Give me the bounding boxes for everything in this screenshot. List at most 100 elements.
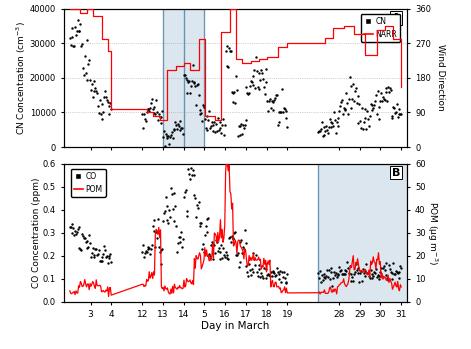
Point xyxy=(220,252,227,258)
Point xyxy=(162,131,170,136)
Point xyxy=(371,98,379,104)
Point xyxy=(327,269,334,275)
Point xyxy=(173,126,181,132)
Point xyxy=(362,106,369,112)
Point xyxy=(389,277,396,282)
Point xyxy=(99,110,107,115)
Point xyxy=(166,215,174,220)
Point xyxy=(188,78,195,83)
Point xyxy=(164,217,171,222)
Point xyxy=(190,172,197,178)
Point xyxy=(376,99,384,104)
Point xyxy=(207,242,215,247)
Point xyxy=(390,260,397,266)
Point xyxy=(148,96,155,102)
Point xyxy=(349,97,356,102)
Point xyxy=(334,116,342,121)
Point xyxy=(71,228,79,233)
Point xyxy=(184,213,191,218)
Point xyxy=(192,214,200,220)
Point xyxy=(200,104,208,110)
Point xyxy=(253,69,260,74)
Point xyxy=(197,107,204,113)
Point xyxy=(389,113,396,119)
Point xyxy=(373,111,381,117)
Point xyxy=(280,269,288,274)
Point xyxy=(185,166,192,172)
Point xyxy=(84,61,92,67)
Point xyxy=(353,101,360,106)
Point xyxy=(210,256,217,261)
Point xyxy=(351,269,359,275)
Point xyxy=(94,103,102,109)
Point xyxy=(244,91,252,97)
Point xyxy=(171,119,179,124)
Point xyxy=(161,208,169,214)
Point xyxy=(66,35,73,41)
Point xyxy=(164,135,171,140)
Point xyxy=(325,268,333,273)
Point xyxy=(275,120,283,125)
Legend: CN, NARR: CN, NARR xyxy=(361,14,400,42)
Point xyxy=(71,24,79,30)
Point xyxy=(194,206,202,211)
Point xyxy=(359,126,366,132)
Point xyxy=(374,88,382,94)
Point xyxy=(176,234,183,240)
Point xyxy=(335,108,343,114)
Point xyxy=(258,273,266,279)
Point xyxy=(156,249,163,255)
Point xyxy=(354,270,361,276)
Point xyxy=(105,253,113,259)
Point xyxy=(186,176,194,181)
Point xyxy=(153,110,161,115)
Point xyxy=(157,247,164,253)
Point xyxy=(244,273,252,279)
Point xyxy=(334,124,341,129)
Point xyxy=(273,92,281,98)
Point xyxy=(331,272,339,278)
Point xyxy=(329,275,337,281)
Point xyxy=(211,251,219,256)
Point xyxy=(391,271,399,276)
Bar xyxy=(184,9,204,147)
Point xyxy=(206,253,214,259)
Point xyxy=(141,250,149,256)
Point xyxy=(378,273,386,279)
Point xyxy=(383,275,391,281)
Point xyxy=(261,91,268,96)
Point xyxy=(220,132,227,138)
Point xyxy=(69,25,76,30)
Point xyxy=(88,81,96,87)
Point xyxy=(97,111,105,117)
Point xyxy=(81,235,89,240)
Point xyxy=(159,246,166,252)
Point xyxy=(364,109,371,114)
Point xyxy=(226,234,234,240)
Bar xyxy=(318,164,407,302)
Point xyxy=(370,105,377,111)
Point xyxy=(377,90,385,96)
Point xyxy=(390,104,397,110)
Point xyxy=(239,122,247,127)
Point xyxy=(86,240,94,246)
Point xyxy=(381,267,389,273)
Point xyxy=(88,251,96,256)
Point xyxy=(203,229,211,235)
Point xyxy=(248,267,255,272)
Point xyxy=(78,41,86,47)
Point xyxy=(318,272,325,277)
Point xyxy=(101,247,109,253)
Point xyxy=(170,128,177,133)
Point xyxy=(92,88,100,94)
Point xyxy=(205,109,213,114)
Point xyxy=(382,89,390,95)
Point xyxy=(98,116,106,122)
Point xyxy=(338,271,346,277)
Point xyxy=(329,120,336,125)
Point xyxy=(262,80,269,85)
Point xyxy=(328,119,335,125)
Point xyxy=(341,267,348,273)
Point xyxy=(340,105,348,111)
Point xyxy=(272,92,280,97)
